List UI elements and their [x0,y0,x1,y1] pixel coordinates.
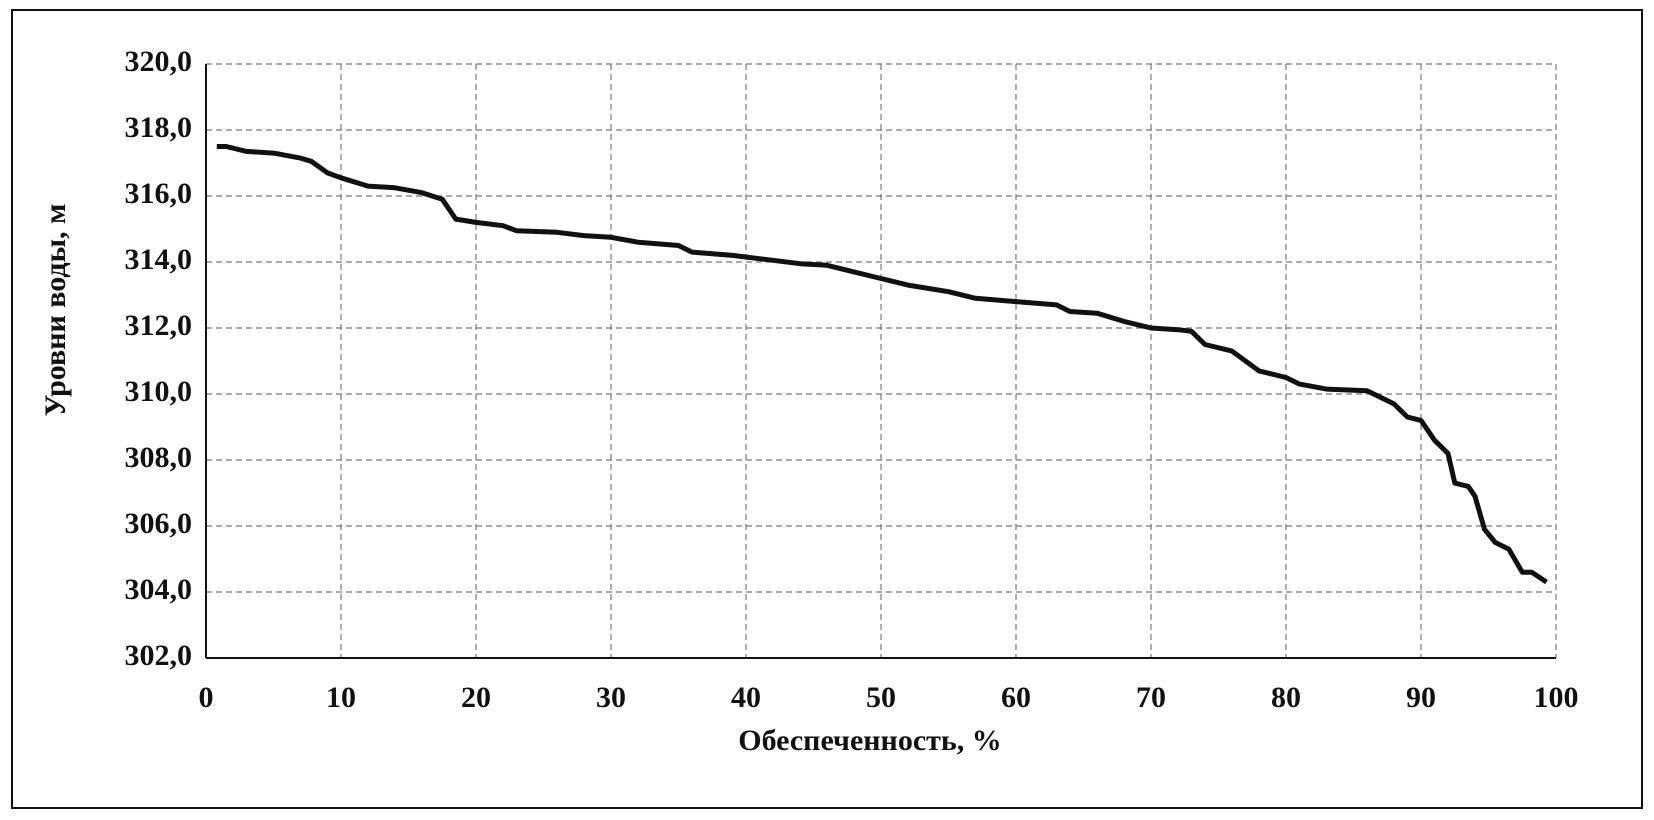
y-tick-label: 318,0 [125,111,193,144]
y-tick-label: 310,0 [125,375,193,408]
y-tick-label: 302,0 [125,639,193,672]
frame [11,9,1643,809]
x-tick-label: 50 [866,681,896,714]
x-axis-label: Обеспеченность, % [738,724,1002,757]
x-tick-label: 60 [1001,681,1031,714]
y-tick-label: 316,0 [125,177,193,210]
y-tick-label: 320,0 [125,45,193,78]
x-tick-label: 90 [1406,681,1436,714]
y-tick-label: 306,0 [125,507,193,540]
x-tick-label: 100 [1534,681,1579,714]
x-tick-label: 0 [199,681,214,714]
y-tick-label: 312,0 [125,309,193,342]
x-tick-label: 70 [1136,681,1166,714]
y-axis-label: Уровни воды, м [39,204,72,417]
x-tick-label: 30 [596,681,626,714]
y-tick-label: 304,0 [125,573,193,606]
x-tick-label: 10 [326,681,356,714]
y-tick-label: 308,0 [125,441,193,474]
y-tick-label: 314,0 [125,243,193,276]
x-tick-label: 80 [1271,681,1301,714]
data-line [216,144,1548,585]
x-tick-label: 40 [731,681,761,714]
x-tick-label: 20 [461,681,491,714]
